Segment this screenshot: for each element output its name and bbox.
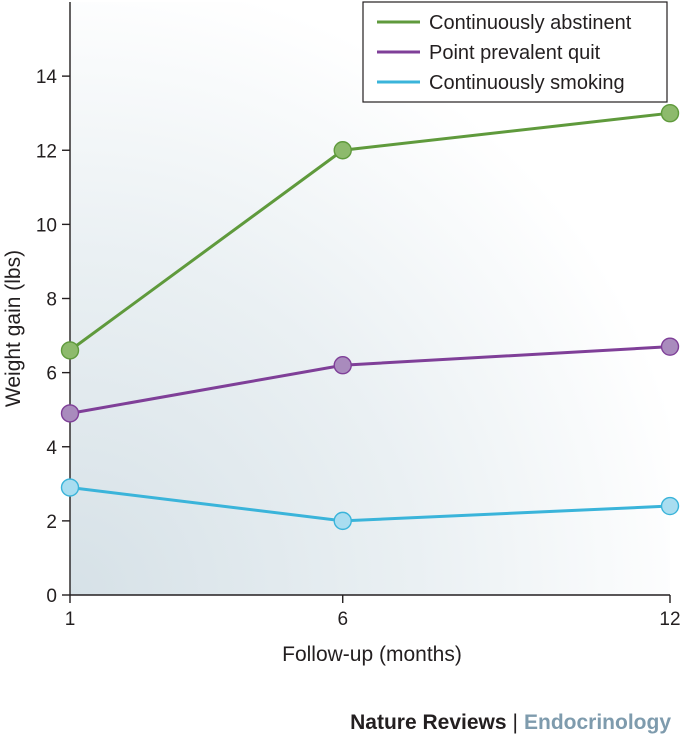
legend-label-1: Continuously abstinent — [429, 12, 632, 34]
y-tick-label: 14 — [36, 67, 58, 88]
series-2-point — [660, 337, 680, 356]
series-3-point — [333, 511, 352, 531]
x-axis-title: Follow-up (months) — [282, 643, 462, 666]
series-3-point — [660, 496, 680, 516]
legend: Continuously abstinent Point prevalent qu… — [362, 1, 668, 103]
journal-name: Nature Reviews — [350, 711, 507, 734]
journal-subject: Endocrinology — [524, 711, 671, 734]
series-1-point — [333, 141, 352, 160]
x-tick-label: 1 — [65, 609, 76, 630]
x-axis: 1 6 12 — [65, 594, 681, 630]
series-2-point — [60, 404, 80, 423]
y-tick-label: 8 — [46, 290, 57, 311]
series-2-point — [333, 356, 352, 375]
y-axis-title: Weight gain (lbs) — [2, 250, 25, 407]
legend-label-2: Point prevalent quit — [429, 42, 601, 64]
y-tick-label: 10 — [36, 215, 57, 236]
journal-footer: Nature Reviews | Endocrinology — [350, 711, 671, 735]
x-tick-label: 12 — [659, 609, 680, 630]
y-tick-label: 12 — [36, 141, 57, 162]
y-tick-label: 6 — [46, 364, 57, 385]
y-axis: 0 2 4 6 8 10 12 14 — [36, 2, 71, 607]
footer-separator: | — [512, 711, 518, 734]
y-tick-label: 4 — [46, 438, 57, 459]
y-tick-label: 2 — [46, 512, 57, 533]
y-tick-label: 0 — [46, 586, 57, 607]
series-1-point — [60, 341, 80, 360]
series-3-point — [60, 478, 80, 497]
legend-label-3: Continuously smoking — [429, 72, 625, 94]
series-1-point — [660, 103, 680, 123]
x-tick-label: 6 — [337, 609, 348, 630]
series — [60, 103, 680, 531]
